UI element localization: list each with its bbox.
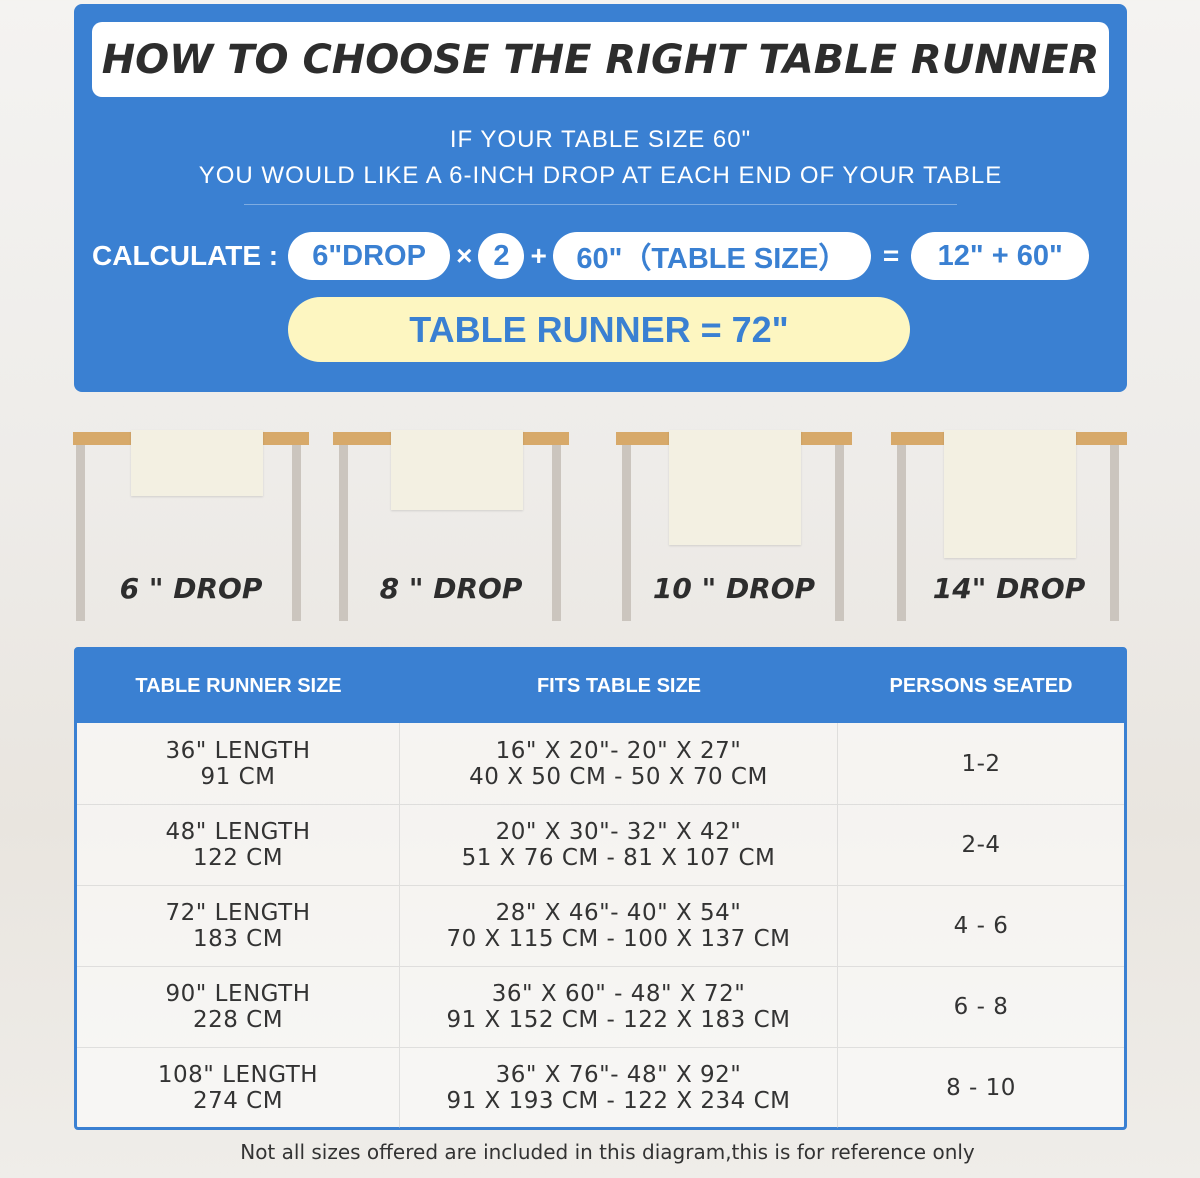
runner [391, 430, 523, 510]
fits-size-cell: 16" X 20"- 20" X 27" 40 X 50 CM - 50 X 70… [400, 723, 838, 804]
table-leg [897, 445, 906, 621]
fit-cm: 40 X 50 CM - 50 X 70 CM [469, 763, 768, 790]
header-runner-size: TABLE RUNNER SIZE [135, 675, 342, 697]
fit-inches: 36" X 60" - 48" X 72" [491, 981, 746, 1007]
runner-size-cell: 72" LENGTH 183 CM [77, 886, 400, 966]
drop-label: 10 " DROP [652, 572, 816, 605]
divider [244, 204, 957, 205]
header-persons-seated: PERSONS SEATED [889, 675, 1073, 697]
drop-illustration-8: 8 " DROP [333, 430, 569, 622]
drop-illustration-6: 6 " DROP [73, 430, 309, 622]
runner [944, 430, 1076, 558]
equals-sign: = [882, 240, 900, 271]
length-cm: 228 CM [192, 1007, 284, 1033]
fits-size-cell: 20" X 30"- 32" X 42" 51 X 76 CM - 81 X 10… [400, 805, 838, 885]
fit-cm: 70 X 115 CM - 100 X 137 CM [446, 926, 791, 952]
persons-cell: 6 - 8 [953, 994, 1009, 1020]
table-leg [76, 445, 85, 621]
runner-size-cell: 36" LENGTH 91 CM [77, 723, 400, 804]
drop-label: 8 " DROP [379, 572, 523, 605]
calculation-row: CALCULATE : 6"DROP × 2 + 60"（TABLE SIZE）… [92, 232, 1090, 280]
table-row: 90" LENGTH 228 CM 36" X 60" - 48" X 72" 91… [77, 966, 1124, 1047]
footnote: Not all sizes offered are included in th… [240, 1140, 975, 1164]
header-fits-table-size: FITS TABLE SIZE [536, 675, 702, 697]
runner-size-cell: 108" LENGTH 274 CM [77, 1048, 400, 1128]
drop-label: 14" DROP [932, 572, 1086, 605]
drop-pill: 6"DROP [288, 232, 451, 280]
fit-cm: 51 X 76 CM - 81 X 107 CM [461, 845, 776, 871]
table-leg [622, 445, 631, 621]
table-row: 72" LENGTH 183 CM 28" X 46"- 40" X 54" 70 … [77, 885, 1124, 966]
result-pill: TABLE RUNNER = 72" [288, 297, 910, 362]
length-inches: 72" LENGTH [165, 900, 311, 926]
drop-illustration-10: 10 " DROP [616, 430, 852, 622]
size-table: TABLE RUNNER SIZE FITS TABLE SIZE PERSON… [74, 647, 1127, 1130]
fits-size-cell: 28" X 46"- 40" X 54" 70 X 115 CM - 100 X … [400, 886, 838, 966]
table-row: 36" LENGTH 91 CM 16" X 20"- 20" X 27" 40 X… [77, 723, 1124, 804]
runner [669, 430, 801, 545]
length-inches: 36" LENGTH [165, 737, 311, 764]
fit-inches: 16" X 20"- 20" X 27" [495, 737, 742, 764]
sum-pill: 12" + 60" [911, 232, 1090, 280]
table-row: 48" LENGTH 122 CM 20" X 30"- 32" X 42" 51 … [77, 804, 1124, 885]
length-cm: 183 CM [192, 926, 284, 952]
plus-sign: + [530, 240, 547, 271]
fit-inches: 20" X 30"- 32" X 42" [495, 819, 742, 845]
table-leg [292, 445, 301, 621]
table-row: 108" LENGTH 274 CM 36" X 76"- 48" X 92" 91… [77, 1047, 1124, 1128]
multiplier-pill: 2 [478, 233, 525, 279]
calculate-label: CALCULATE : [92, 240, 279, 271]
length-cm: 274 CM [192, 1088, 284, 1114]
fit-cm: 91 X 193 CM - 122 X 234 CM [446, 1088, 791, 1114]
persons-cell: 8 - 10 [946, 1075, 1016, 1101]
length-cm: 122 CM [192, 845, 284, 871]
fit-cm: 91 X 152 CM - 122 X 183 CM [446, 1007, 791, 1033]
runner-size-cell: 48" LENGTH 122 CM [77, 805, 400, 885]
length-inches: 108" LENGTH [157, 1062, 319, 1088]
table-leg [339, 445, 348, 621]
table-leg [552, 445, 561, 621]
times-sign: × [456, 240, 473, 271]
table-body: 36" LENGTH 91 CM 16" X 20"- 20" X 27" 40 X… [77, 723, 1124, 1128]
persons-cell: 4 - 6 [953, 913, 1009, 939]
runner-size-cell: 90" LENGTH 228 CM [77, 967, 400, 1047]
example-line-2: YOU WOULD LIKE A 6-INCH DROP AT EACH END… [198, 162, 1003, 189]
calculation-panel: HOW TO CHOOSE THE RIGHT TABLE RUNNER IF … [74, 4, 1127, 392]
persons-cell: 1-2 [961, 750, 1001, 777]
drop-label: 6 " DROP [119, 572, 263, 605]
table-leg [835, 445, 844, 621]
fits-size-cell: 36" X 76"- 48" X 92" 91 X 193 CM - 122 X … [400, 1048, 838, 1128]
table-size-pill: 60"（TABLE SIZE） [552, 232, 871, 280]
runner [131, 430, 263, 496]
fit-inches: 28" X 46"- 40" X 54" [495, 900, 742, 926]
length-cm: 91 CM [200, 763, 276, 790]
fit-inches: 36" X 76"- 48" X 92" [495, 1062, 742, 1088]
example-line-1: IF YOUR TABLE SIZE 60" [449, 126, 752, 153]
table-header: TABLE RUNNER SIZE FITS TABLE SIZE PERSON… [77, 650, 1124, 723]
table-leg [1110, 445, 1119, 621]
length-inches: 90" LENGTH [165, 981, 311, 1007]
persons-cell: 2-4 [961, 832, 1001, 858]
fits-size-cell: 36" X 60" - 48" X 72" 91 X 152 CM - 122 X… [400, 967, 838, 1047]
drop-illustration-14: 14" DROP [891, 430, 1127, 622]
page-title: HOW TO CHOOSE THE RIGHT TABLE RUNNER [92, 22, 1109, 97]
length-inches: 48" LENGTH [165, 819, 311, 845]
